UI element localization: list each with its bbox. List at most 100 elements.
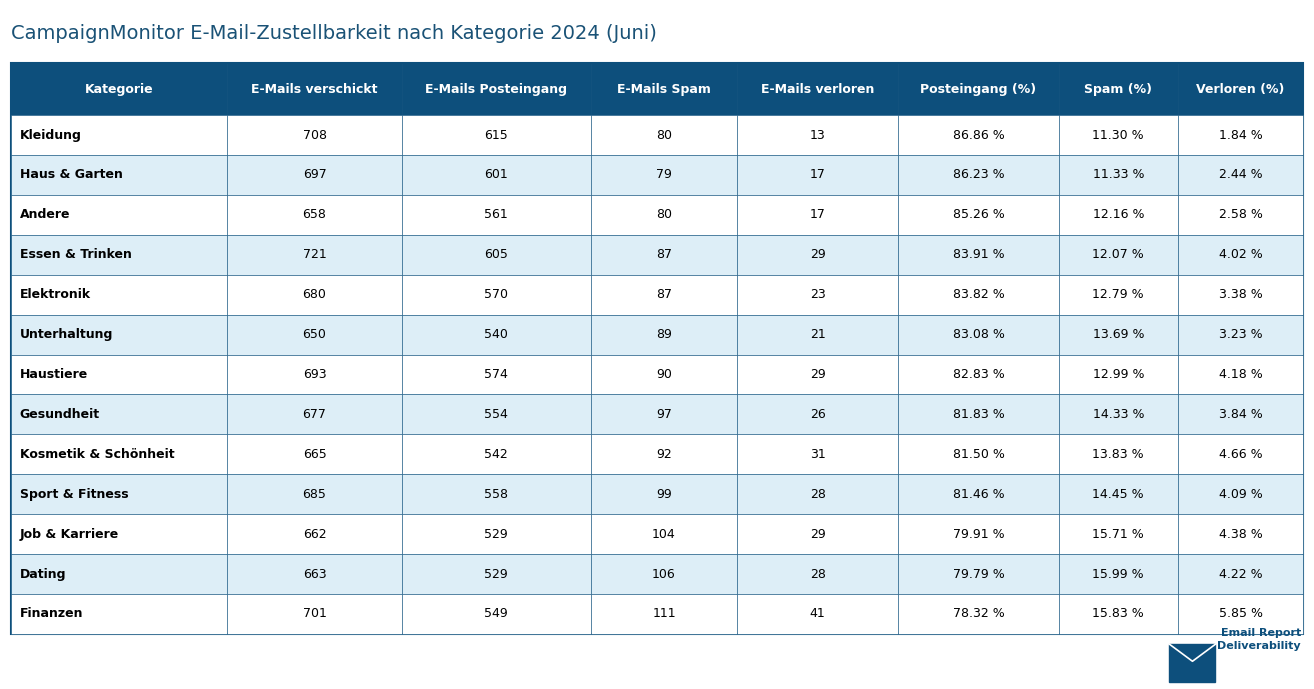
Text: 662: 662 (302, 528, 326, 541)
Text: 83.08 %: 83.08 % (953, 328, 1004, 341)
Bar (402, 235, 590, 275)
Bar (590, 434, 737, 474)
Bar (11, 275, 227, 315)
Text: 82.83 %: 82.83 % (953, 368, 1004, 381)
Text: 17: 17 (809, 208, 825, 221)
Text: 86.86 %: 86.86 % (953, 129, 1004, 141)
Text: 15.83 %: 15.83 % (1092, 608, 1144, 620)
Bar (1177, 195, 1303, 235)
Bar (737, 115, 899, 155)
Bar (737, 514, 899, 554)
Bar (1177, 155, 1303, 195)
Text: 2.58 %: 2.58 % (1218, 208, 1263, 221)
Text: Spam (%): Spam (%) (1084, 83, 1152, 96)
Text: Job & Karriere: Job & Karriere (20, 528, 120, 541)
Bar (227, 394, 402, 434)
Bar (590, 474, 737, 514)
Text: 554: 554 (485, 408, 509, 421)
Text: Essen & Trinken: Essen & Trinken (20, 248, 131, 261)
Bar (590, 275, 737, 315)
Bar (899, 315, 1059, 355)
Bar (590, 394, 737, 434)
Text: 99: 99 (656, 488, 671, 501)
Text: Posteingang (%): Posteingang (%) (920, 83, 1037, 96)
Text: 80: 80 (656, 208, 671, 221)
Text: 14.33 %: 14.33 % (1092, 408, 1144, 421)
Bar (11, 235, 227, 275)
Text: 28: 28 (809, 568, 825, 581)
Bar (1059, 195, 1177, 235)
Text: 86.23 %: 86.23 % (953, 168, 1004, 181)
Bar (737, 155, 899, 195)
Text: Kleidung: Kleidung (20, 129, 81, 141)
Bar (11, 514, 227, 554)
Text: 697: 697 (302, 168, 326, 181)
Bar (1059, 355, 1177, 394)
Bar (227, 115, 402, 155)
Text: 3.38 %: 3.38 % (1218, 288, 1263, 301)
Bar (1059, 514, 1177, 554)
Text: 2.44 %: 2.44 % (1219, 168, 1263, 181)
Bar (899, 275, 1059, 315)
Text: 11.30 %: 11.30 % (1092, 129, 1144, 141)
Text: 106: 106 (652, 568, 675, 581)
Text: 97: 97 (656, 408, 671, 421)
Bar (1177, 594, 1303, 634)
Bar (737, 235, 899, 275)
Bar (899, 594, 1059, 634)
Bar (590, 594, 737, 634)
Text: 15.71 %: 15.71 % (1092, 528, 1144, 541)
Bar (1177, 115, 1303, 155)
Bar (1177, 275, 1303, 315)
Text: CampaignMonitor E-Mail-Zustellbarkeit nach Kategorie 2024 (Juni): CampaignMonitor E-Mail-Zustellbarkeit na… (11, 24, 657, 43)
Bar (402, 315, 590, 355)
Text: 721: 721 (302, 248, 326, 261)
Bar (227, 554, 402, 594)
Text: E-Mails Spam: E-Mails Spam (618, 83, 711, 96)
Bar (227, 315, 402, 355)
Bar (1177, 554, 1303, 594)
Text: 4.22 %: 4.22 % (1219, 568, 1263, 581)
Bar (402, 554, 590, 594)
Bar (737, 195, 899, 235)
Bar (11, 63, 227, 115)
Text: E-Mails verloren: E-Mails verloren (761, 83, 874, 96)
Bar (11, 115, 227, 155)
Bar (1059, 434, 1177, 474)
Bar (899, 434, 1059, 474)
Bar (1059, 474, 1177, 514)
Text: 26: 26 (809, 408, 825, 421)
Text: 658: 658 (302, 208, 326, 221)
Bar (590, 155, 737, 195)
Bar (590, 235, 737, 275)
Bar (1177, 394, 1303, 434)
Bar (899, 514, 1059, 554)
Text: 78.32 %: 78.32 % (953, 608, 1004, 620)
Text: 701: 701 (302, 608, 326, 620)
Text: Email Report
Deliverability: Email Report Deliverability (1217, 628, 1301, 651)
Bar (899, 235, 1059, 275)
Bar (1177, 514, 1303, 554)
Bar (899, 554, 1059, 594)
Bar (737, 275, 899, 315)
Text: 90: 90 (656, 368, 671, 381)
Text: 12.07 %: 12.07 % (1092, 248, 1144, 261)
Bar (11, 394, 227, 434)
Text: 104: 104 (652, 528, 675, 541)
Bar (899, 115, 1059, 155)
Bar (590, 315, 737, 355)
Text: E-Mails verschickt: E-Mails verschickt (251, 83, 378, 96)
Text: 89: 89 (656, 328, 671, 341)
Text: 41: 41 (809, 608, 825, 620)
Text: 81.46 %: 81.46 % (953, 488, 1004, 501)
Bar (1059, 315, 1177, 355)
Text: Kosmetik & Schönheit: Kosmetik & Schönheit (20, 448, 175, 461)
Text: Andere: Andere (20, 208, 70, 221)
Bar (11, 355, 227, 394)
Bar (590, 63, 737, 115)
Bar (590, 554, 737, 594)
Bar (899, 394, 1059, 434)
Bar (402, 394, 590, 434)
Text: 529: 529 (485, 528, 509, 541)
Text: 14.45 %: 14.45 % (1092, 488, 1144, 501)
